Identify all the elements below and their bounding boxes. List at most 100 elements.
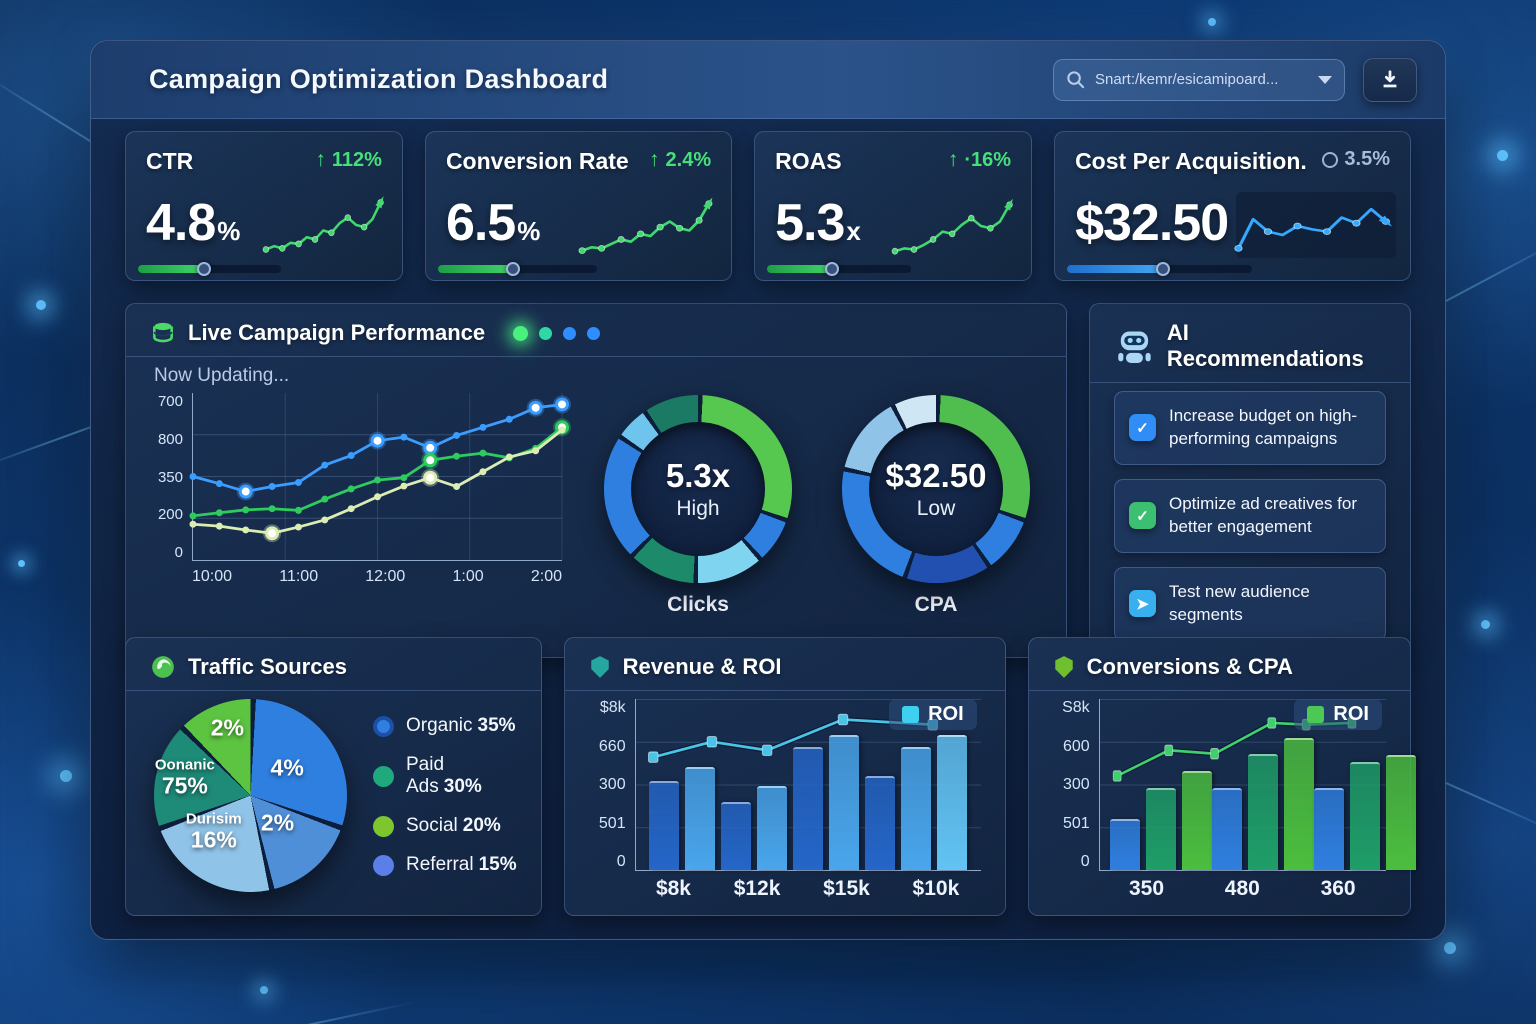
search-box[interactable] [1053, 58, 1345, 101]
arrow-up-icon: ↑ [649, 148, 660, 171]
decor-circuit-line [123, 1000, 417, 1024]
decor-glow-dot [18, 560, 25, 567]
roi-legend-label: ROI [928, 703, 964, 725]
bar-group [1211, 699, 1314, 870]
decor-glow-dot [260, 986, 268, 994]
slider-knob[interactable] [824, 262, 839, 276]
kpi-card-top: Conversion Rate ↑ 2.4% [446, 148, 711, 175]
bar [1313, 787, 1344, 870]
y-tick-label: 501 [1062, 814, 1090, 832]
dashboard-window: Campaign Optimization Dashboard CTR↑112%… [90, 40, 1446, 940]
kpi-value-suffix: % [217, 216, 241, 246]
x-tick-label: $12k [733, 877, 781, 900]
legend-item-social: Social 20% [373, 815, 517, 837]
y-tick-label: 800 [157, 430, 183, 448]
bar-group [865, 699, 968, 870]
legend-value: 15% [478, 854, 517, 875]
decor-glow-dot [1497, 150, 1508, 161]
live-panel-body: 700 800 350 200 0 10:00 11:00 12:00 1:00 2:00 5.… [150, 393, 1042, 617]
dashboard-content: CTR ↑ 112% 4.8% Conversion Rate ↑ 2.4% 6.5% ROAS… [91, 119, 1445, 916]
ai-recommendation-item[interactable]: ➤ Test new audience segments [1114, 566, 1386, 641]
ai-recommendation-text: Optimize ad creatives for better engagem… [1169, 493, 1358, 536]
kpi-sparkline [262, 192, 388, 258]
legend-swatch [373, 854, 394, 876]
bar [1385, 755, 1416, 870]
slider-knob[interactable] [197, 262, 211, 276]
ai-recommendation-item[interactable]: ✓ Optimize ad creatives for better engage… [1114, 478, 1386, 553]
kpi-change-value: ·16% [964, 148, 1012, 171]
bar [648, 781, 679, 870]
search-input[interactable] [1095, 71, 1308, 88]
roi-legend: ROI [1294, 699, 1382, 730]
pie-slice-value: 2% [260, 809, 295, 836]
progress-fill [767, 265, 832, 273]
bar-chart-plot: ROI [634, 699, 981, 871]
traffic-sources-icon [152, 656, 174, 678]
kpi-sparkline [578, 192, 717, 258]
gauge-clicks: 5.3x High Clicks [592, 395, 804, 617]
decor-glow-dot [1481, 620, 1490, 629]
kpi-card-top: CTR ↑ 112% [146, 148, 382, 175]
kpi-progress-slider[interactable] [437, 262, 597, 276]
kpi-card-conversion-rate: Conversion Rate ↑ 2.4% 6.5% [424, 131, 733, 281]
y-axis-labels: S8k 600 300 501 0 [1053, 699, 1099, 871]
kpi-progress-slider[interactable] [138, 262, 282, 276]
legend-value: 20% [462, 815, 501, 836]
bar [684, 767, 715, 870]
slider-knob[interactable] [505, 262, 520, 276]
dashboard-header: Campaign Optimization Dashboard [91, 41, 1445, 119]
x-tick-label: 360 [1320, 877, 1356, 900]
download-button[interactable] [1363, 57, 1417, 102]
slider-knob[interactable] [1156, 262, 1171, 276]
ai-recommendation-item[interactable]: ✓ Increase budget on high-performing camp… [1114, 391, 1386, 465]
bar [901, 746, 932, 870]
kpi-progress-slider[interactable] [1067, 262, 1252, 276]
x-axis-labels: 10:00 11:00 12:00 1:00 2:00 [192, 561, 562, 587]
roi-legend-swatch [1307, 706, 1325, 723]
x-tick-label: 350 [1129, 877, 1165, 900]
y-tick-label: 660 [598, 737, 626, 755]
legend-name: Paid Ads [406, 754, 445, 797]
kpi-progress-slider[interactable] [767, 262, 911, 276]
y-tick-label: 0 [174, 544, 183, 561]
kpi-value-row: 4.8% [146, 193, 382, 253]
traffic-panel-body: 4% 2% Durisim 16% Oonanic 75% 2% Organic 35% Pai… [150, 699, 517, 892]
kpi-card-ctr: CTR ↑ 112% 4.8% [125, 131, 403, 281]
middle-row: Live Campaign Performance Now Updating..… [125, 303, 1411, 658]
bar [865, 775, 896, 870]
revenue-panel-title: Revenue & ROI [622, 654, 782, 679]
bar [937, 734, 968, 870]
status-dots [513, 325, 601, 341]
revenue-bar-chart: $8k 660 300 501 0 ROI $8k $12k $15k $10k [589, 699, 981, 900]
divider [126, 690, 541, 691]
roi-legend-swatch [902, 706, 920, 723]
updating-status: Now Updating... [154, 365, 290, 386]
traffic-sources-panel: Traffic Sources 4% 2% Durisim 16% Oonanic 75%… [125, 637, 542, 916]
bar-group [720, 699, 787, 870]
check-icon: ✓ [1129, 414, 1156, 442]
live-panel-header: Live Campaign Performance [150, 320, 1042, 346]
bottom-row: Traffic Sources 4% 2% Durisim 16% Oonanic 75%… [125, 637, 1416, 916]
gauge-level: High [676, 497, 720, 520]
chevron-down-icon[interactable] [1318, 75, 1332, 84]
x-tick-label: $10k [912, 877, 960, 900]
divider [126, 356, 1066, 357]
legend-label: Organic 35% [406, 715, 516, 737]
y-tick-label: 0 [1080, 853, 1090, 870]
live-campaign-panel: Live Campaign Performance Now Updating..… [125, 303, 1067, 658]
revenue-roi-panel: Revenue & ROI $8k 660 300 501 0 ROI $8k $12k $15… [563, 637, 1006, 916]
status-dot [563, 326, 577, 340]
revenue-icon [590, 656, 609, 678]
ai-recommendation-list: ✓ Increase budget on high-performing camp… [1114, 391, 1386, 641]
conversions-cpa-panel: Conversions & CPA S8k 600 300 501 0 ROI 350 480… [1027, 637, 1416, 916]
kpi-label: Cost Per Acquisition. [1075, 148, 1307, 174]
legend-name: Social [406, 815, 458, 836]
conversions-bar-chart: S8k 600 300 501 0 ROI 350 480 360 [1053, 699, 1416, 900]
kpi-card-cost-per-acquisition: Cost Per Acquisition. 3.5% $32.50 [1054, 131, 1411, 281]
kpi-change-value: 2.4% [665, 148, 712, 171]
bar [1181, 770, 1212, 870]
header-actions [1053, 57, 1417, 102]
kpi-change: 3.5% [1322, 148, 1390, 171]
bar [756, 786, 787, 870]
